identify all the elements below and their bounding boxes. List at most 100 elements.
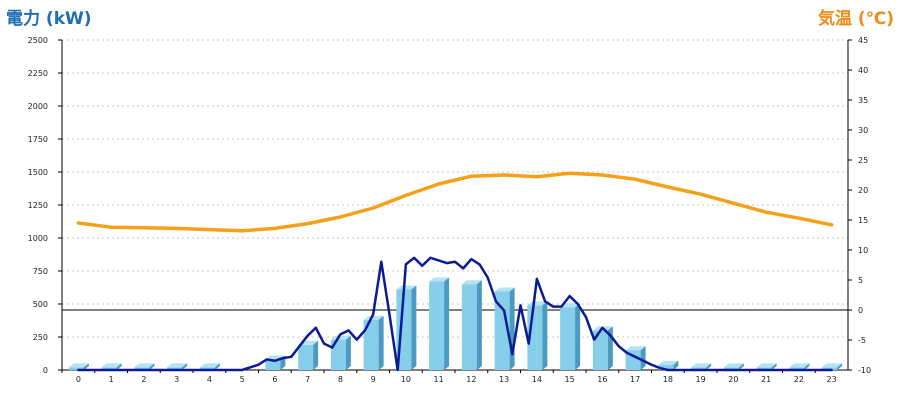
x-tick-label: 13 (499, 375, 509, 384)
x-tick-label: 0 (76, 375, 81, 384)
right-axis-title: 気温 (℃) (817, 9, 894, 29)
power-bar (330, 339, 346, 370)
power-bar (756, 367, 772, 370)
power-bar-side (837, 363, 843, 370)
power-bar (494, 291, 510, 370)
left-tick-label: 2000 (28, 102, 48, 111)
right-tick-label: 15 (858, 216, 868, 225)
power-bar (822, 367, 838, 370)
right-tick-label: 25 (858, 156, 868, 165)
left-tick-label: 750 (33, 267, 48, 276)
power-bar-top (68, 363, 89, 368)
x-tick-label: 3 (174, 375, 179, 384)
power-bar (429, 281, 445, 370)
x-tick-label: 11 (434, 375, 444, 384)
power-bar-side (575, 303, 581, 370)
temperature-line (76, 171, 834, 233)
power-bar-side (83, 363, 89, 370)
power-bar-top (494, 287, 515, 292)
power-bar-side (804, 363, 810, 370)
right-tick-label: 30 (858, 126, 868, 135)
power-bar-top (691, 363, 712, 368)
power-bar-top (789, 363, 810, 368)
power-bar (167, 367, 183, 370)
power-bar (199, 367, 215, 370)
power-bar-side (149, 363, 155, 370)
right-tick-label: 0 (858, 306, 863, 315)
power-bar (691, 367, 707, 370)
x-tick-label: 18 (663, 375, 673, 384)
left-tick-label: 0 (43, 366, 48, 375)
power-bar-top (101, 363, 122, 368)
right-tick-label: 40 (858, 66, 868, 75)
power-bar-top (822, 363, 843, 368)
power-bar-top (756, 363, 777, 368)
right-tick-label: 35 (858, 96, 868, 105)
right-tick-label: 45 (858, 36, 868, 45)
power-bar-top (134, 363, 155, 368)
power-bar-side (411, 285, 417, 370)
x-tick-label: 19 (696, 375, 706, 384)
power-bar (265, 359, 281, 370)
power-bar (560, 307, 576, 370)
x-tick-label: 12 (466, 375, 476, 384)
x-tick-label: 17 (630, 375, 640, 384)
power-bar (363, 319, 379, 370)
power-bar (298, 344, 314, 370)
power-bar-side (378, 315, 384, 370)
power-bar (461, 284, 477, 370)
x-tick-label: 5 (240, 375, 245, 384)
power-bar-top (330, 335, 351, 340)
power-bar-side (706, 363, 712, 370)
x-tick-label: 14 (532, 375, 542, 384)
left-tick-label: 2250 (28, 69, 48, 78)
power-bar-side (444, 277, 450, 370)
power-bar-top (429, 277, 450, 282)
power-bar (592, 330, 608, 370)
power-bar-top (199, 363, 220, 368)
power-bar-top (658, 360, 679, 365)
left-tick-label: 2500 (28, 36, 48, 45)
power-bar-side (509, 287, 515, 370)
x-tick-label: 21 (761, 375, 771, 384)
power-bar-top (396, 285, 417, 290)
right-tick-label: -5 (858, 336, 866, 345)
power-bar-side (116, 363, 122, 370)
left-axis-title: 電力 (kW) (6, 9, 92, 29)
power-bar-side (738, 363, 744, 370)
x-tick-label: 20 (728, 375, 738, 384)
x-tick-label: 23 (827, 375, 837, 384)
power-bar-side (640, 346, 646, 370)
power-bar (134, 367, 150, 370)
left-tick-label: 1750 (28, 135, 48, 144)
x-tick-label: 4 (207, 375, 212, 384)
power-bar (723, 367, 739, 370)
x-tick-label: 9 (371, 375, 376, 384)
left-tick-label: 500 (33, 300, 48, 309)
power-bar-side (476, 280, 482, 370)
left-tick-label: 250 (33, 333, 48, 342)
power-bar-side (214, 363, 220, 370)
power-bar-side (345, 335, 351, 370)
power-bar-top (461, 280, 482, 285)
power-bar (68, 367, 84, 370)
power-line (77, 256, 833, 372)
power-bar-side (542, 301, 548, 370)
power-bar (789, 367, 805, 370)
power-bar-side (673, 360, 679, 370)
x-tick-label: 16 (597, 375, 607, 384)
right-tick-label: 20 (858, 186, 868, 195)
left-tick-label: 1250 (28, 201, 48, 210)
right-tick-label: -10 (858, 366, 871, 375)
left-tick-label: 1500 (28, 168, 48, 177)
x-tick-label: 2 (141, 375, 146, 384)
power-bar-side (182, 363, 188, 370)
right-tick-label: 10 (858, 246, 868, 255)
power-bar-top (167, 363, 188, 368)
power-bar-side (771, 363, 777, 370)
power-bar-top (625, 346, 646, 351)
power-bar (658, 364, 674, 370)
power-bar-top (527, 301, 548, 306)
power-bar-side (313, 340, 319, 370)
